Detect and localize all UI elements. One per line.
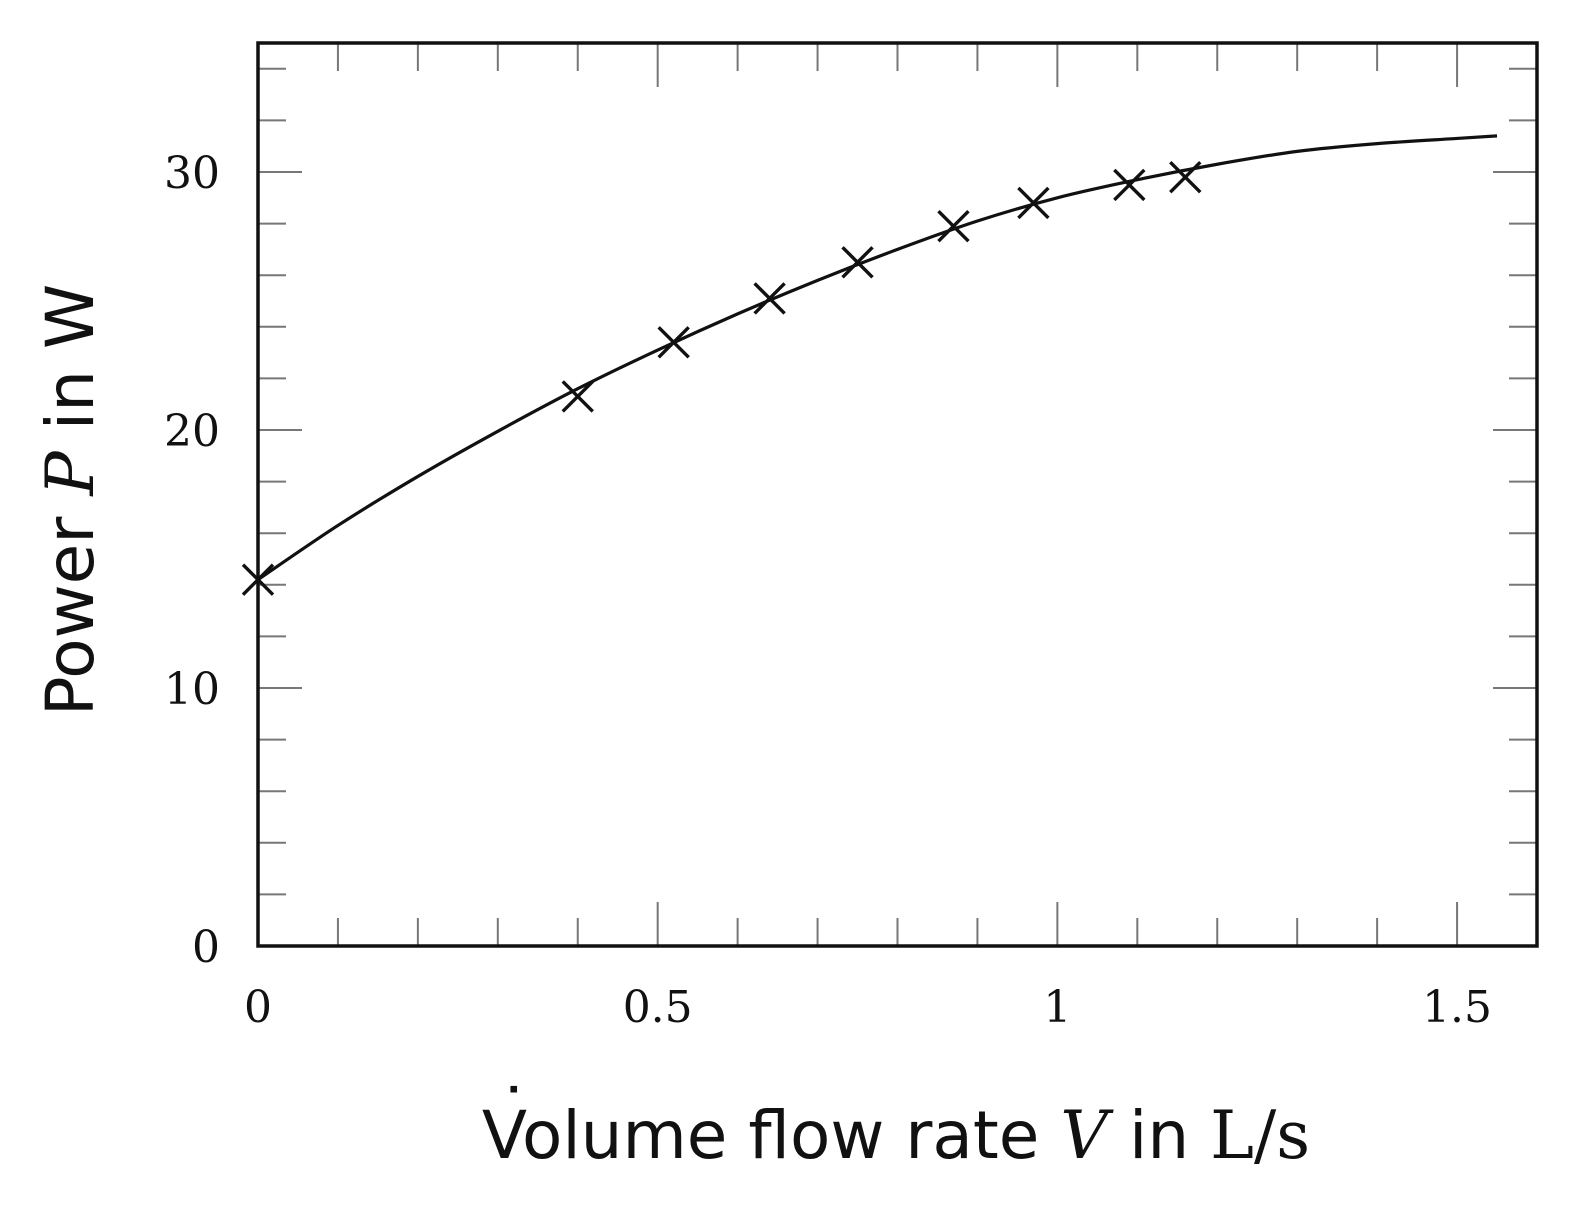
data-point-marker [561, 380, 594, 413]
data-point-marker [1017, 186, 1050, 220]
data-point-marker [937, 209, 970, 243]
y-tick-label: 20 [164, 406, 220, 457]
y-axis-label: Power P in W [32, 284, 109, 716]
x-tick-label: 1 [1043, 982, 1071, 1033]
plot-frame [256, 41, 1539, 948]
x-tick-label: 1.5 [1422, 982, 1492, 1033]
x-axis-label: Volume flow rate V in L/s [482, 1097, 1310, 1174]
x-axis-label-dot: ˙ [497, 1075, 530, 1152]
data-point-marker [753, 282, 786, 315]
data-point-marker [1169, 160, 1202, 194]
data-point-marker [1113, 168, 1146, 202]
y-tick-label: 30 [164, 148, 220, 199]
data-point-marker [841, 246, 874, 279]
data-point-marker [657, 326, 690, 359]
fit-line [257, 134, 1498, 581]
data-markers [241, 160, 1202, 596]
x-tick-label: 0.5 [623, 982, 693, 1033]
x-tick-label: 0 [244, 982, 272, 1033]
y-tick-label: 0 [192, 922, 220, 973]
tick-labels: 0 0.5 1 1.5 0 10 20 30 [164, 148, 1492, 1033]
ticks-layer [257, 43, 1538, 947]
y-tick-label: 10 [164, 664, 220, 715]
